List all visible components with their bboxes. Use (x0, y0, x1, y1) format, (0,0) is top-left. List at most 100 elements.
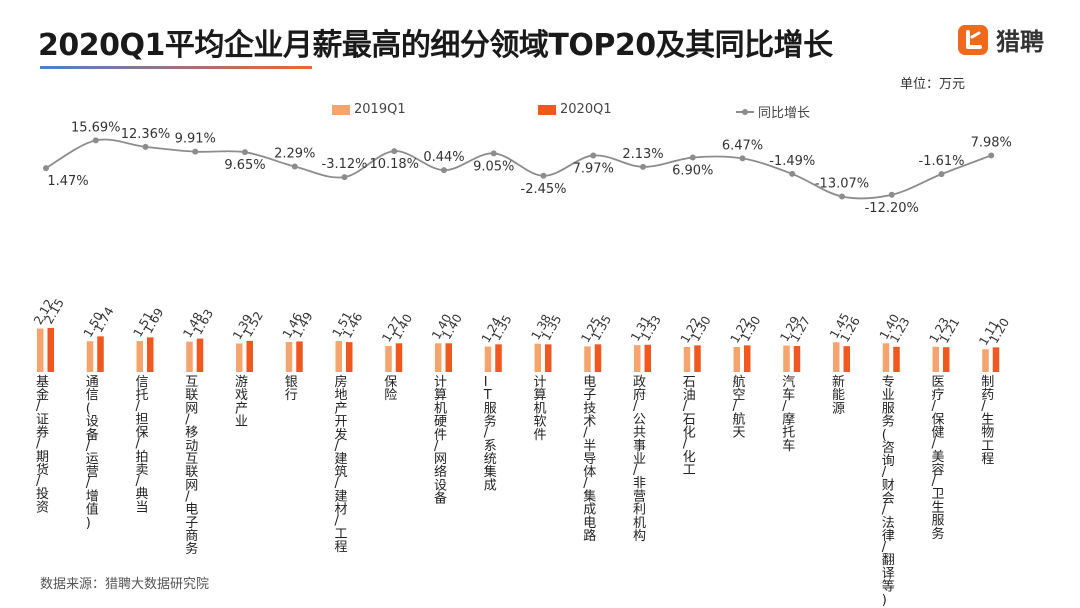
bar-2019-3 (186, 341, 193, 372)
bar-2020-14 (744, 345, 751, 372)
bar-2019-5 (285, 342, 293, 372)
growth-label-7: 10.18% (369, 157, 419, 172)
growth-point-17 (888, 191, 895, 198)
growth-label-5: 2.29% (274, 147, 315, 162)
category-label-6: 房地产开发/建筑/建材/工程 (335, 374, 348, 555)
legend-label-2019: 2019Q1 (354, 102, 406, 117)
bar-2019-17 (882, 343, 890, 372)
category-label-0: 基金/证券/期货/投资 (36, 375, 49, 515)
chart-legend: 2019Q1 2020Q1 同比增长 (0, 102, 1080, 122)
growth-point-19 (988, 152, 995, 159)
legend-label-2020: 2020Q1 (560, 102, 612, 117)
growth-point-16 (839, 193, 845, 200)
growth-label-3: 9.91% (175, 132, 216, 147)
growth-label-16: -13.07% (815, 176, 869, 191)
brand-logo: 猎聘 (958, 22, 1044, 57)
chart-title: 2020Q1平均企业月薪最高的细分领域TOP20及其同比增长 (38, 28, 833, 63)
bar-2020-8 (445, 343, 452, 372)
bar-2019-10 (534, 343, 541, 372)
bar-2020-6 (346, 342, 353, 372)
bar-2019-18 (932, 346, 939, 372)
growth-label-6: -3.12% (322, 157, 368, 172)
growth-point-15 (789, 170, 796, 177)
growth-point-8 (441, 167, 447, 174)
growth-label-0: 1.47% (47, 174, 88, 189)
growth-label-9: 9.05% (473, 159, 514, 174)
growth-line (45, 138, 992, 200)
bar-2020-16 (843, 346, 850, 372)
bar-2019-7 (385, 345, 392, 372)
category-label-19: 制药/生物工程 (981, 375, 994, 467)
growth-point-1 (92, 137, 99, 144)
growth-point-14 (739, 155, 746, 162)
category-label-2: 信托/担保/拍卖/典当 (136, 375, 149, 515)
growth-point-4 (242, 149, 248, 156)
category-label-12: 政府/公共事业/非营利机构 (633, 375, 646, 544)
category-label-4: 游戏产业 (235, 375, 248, 430)
growth-label-4: 9.65% (224, 158, 265, 173)
bar-2019-14 (733, 346, 740, 372)
bar-2019-0 (37, 328, 44, 372)
label-2020-1: 1.74 (91, 305, 116, 335)
brand-name: 猎聘 (996, 28, 1044, 56)
bar-2020-0 (47, 327, 54, 372)
bar-2020-17 (893, 346, 900, 372)
bar-2020-2 (147, 337, 154, 372)
category-label-15: 汽车/摩托车 (782, 375, 795, 454)
legend-swatch-2019 (332, 104, 350, 115)
growth-point-3 (192, 148, 199, 155)
bar-2020-15 (793, 345, 801, 372)
growth-label-19: 7.98% (971, 135, 1012, 150)
liepin-logo-icon (958, 24, 988, 55)
growth-point-5 (291, 163, 298, 170)
legend-label-growth: 同比增长 (758, 106, 811, 121)
growth-label-17: -12.20% (865, 201, 919, 216)
growth-label-15: -1.49% (769, 154, 815, 169)
growth-point-6 (341, 174, 348, 181)
bar-2019-9 (484, 346, 492, 372)
bar-2020-10 (545, 344, 552, 372)
bar-2019-12 (634, 345, 641, 372)
category-label-3: 互联网/移动互联网/电子商务 (185, 375, 198, 557)
bar-2019-13 (683, 346, 691, 372)
category-label-17: 专业服务(咨询/财会/法律/翻译等) (882, 375, 895, 608)
title-underline (40, 66, 312, 69)
category-label-9: I T 服务/系统集成 (483, 375, 497, 493)
bar-2019-8 (435, 343, 442, 372)
bar-2019-15 (783, 345, 790, 372)
growth-label-13: 6.90% (672, 164, 713, 179)
bar-2019-19 (982, 349, 989, 372)
bar-2019-1 (86, 341, 94, 372)
bar-2020-9 (495, 344, 502, 372)
bar-2020-1 (97, 336, 104, 372)
bar-2019-4 (236, 343, 243, 372)
bar-2020-13 (694, 345, 701, 372)
legend-item-growth: 同比增长 (736, 102, 810, 121)
bar-2019-6 (335, 341, 342, 372)
data-source: 数据来源：猎聘大数据研究院 (40, 577, 210, 592)
category-label-16: 新能源 (832, 374, 845, 416)
growth-point-12 (640, 163, 646, 170)
legend-item-2019: 2019Q1 (332, 102, 406, 117)
growth-label-11: 7.97% (573, 161, 614, 176)
growth-label-14: 6.47% (722, 138, 763, 153)
growth-label-18: -1.61% (919, 154, 965, 169)
legend-item-2020: 2020Q1 (538, 102, 612, 117)
bar-2019-2 (136, 341, 143, 372)
bar-2020-18 (943, 347, 950, 372)
category-label-5: 银行 (285, 375, 298, 403)
bar-2020-12 (644, 344, 651, 372)
bar-2020-7 (395, 343, 403, 372)
growth-point-7 (391, 148, 398, 155)
category-label-1: 通信(设备/运营/增值) (86, 375, 99, 531)
bar-2020-4 (246, 340, 253, 372)
growth-label-10: -2.45% (521, 182, 567, 197)
category-label-13: 石油/石化/化工 (683, 375, 696, 478)
growth-point-9 (490, 150, 497, 157)
category-label-7: 保险 (384, 375, 397, 403)
category-label-8: 计算机硬件/网络设备 (434, 375, 447, 507)
bar-2019-16 (833, 342, 840, 372)
bar-2020-19 (992, 347, 1000, 372)
category-label-11: 电子技术/半导体/集成电路 (583, 375, 596, 544)
